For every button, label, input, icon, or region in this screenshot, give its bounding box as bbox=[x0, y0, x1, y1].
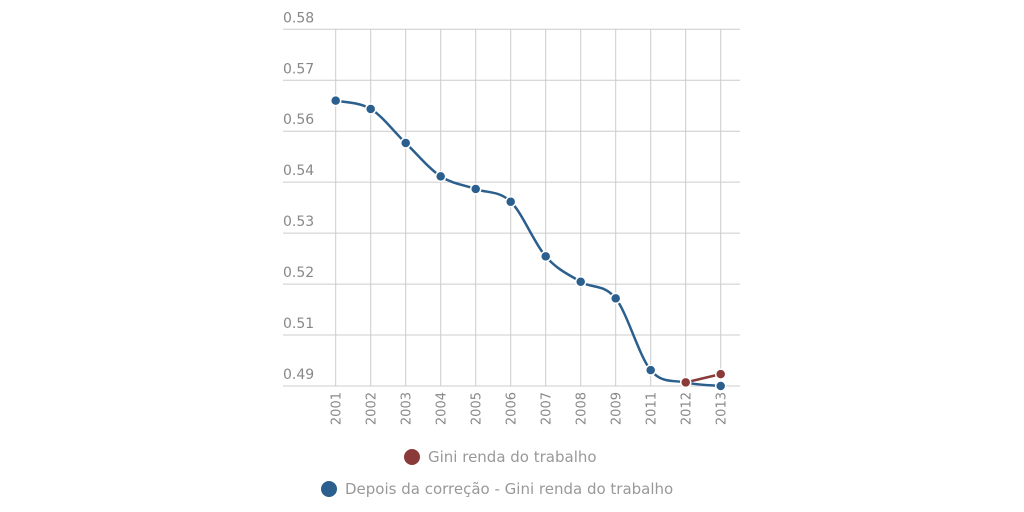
y-tick-label: 0.53 bbox=[283, 214, 314, 230]
data-point bbox=[434, 170, 447, 183]
x-tick-label: 2011 bbox=[645, 392, 660, 425]
data-point bbox=[609, 292, 622, 305]
y-tick-label: 0.56 bbox=[283, 112, 314, 128]
x-tick-label: 2006 bbox=[505, 392, 520, 425]
data-point bbox=[399, 137, 412, 149]
data-point bbox=[679, 376, 692, 389]
data-point bbox=[364, 103, 377, 115]
x-tick-label: 2008 bbox=[575, 392, 590, 425]
legend-marker-blue bbox=[321, 481, 337, 497]
y-tick-label: 0.54 bbox=[283, 163, 314, 179]
data-point bbox=[469, 183, 482, 195]
x-tick-label: 2009 bbox=[610, 392, 625, 425]
x-tick-label: 2003 bbox=[400, 392, 415, 425]
series-line bbox=[335, 99, 721, 388]
legend-label: Depois da correção - Gini renda do traba… bbox=[345, 480, 674, 498]
x-tick-label: 2004 bbox=[435, 392, 450, 425]
data-point bbox=[504, 195, 517, 208]
x-tick-label: 2005 bbox=[470, 392, 485, 425]
y-tick-label: 0.52 bbox=[283, 265, 314, 281]
y-tick-label: 0.57 bbox=[283, 61, 314, 77]
legend-marker-red bbox=[404, 449, 420, 465]
x-tick-label: 2013 bbox=[715, 392, 730, 425]
data-point bbox=[714, 380, 727, 392]
data-point bbox=[574, 276, 587, 288]
data-point bbox=[644, 364, 657, 376]
data-point bbox=[714, 368, 727, 380]
data-point bbox=[329, 94, 342, 107]
data-point bbox=[539, 250, 552, 263]
y-tick-label: 0.49 bbox=[283, 367, 314, 383]
x-tick-label: 2007 bbox=[540, 392, 555, 425]
legend-item-corrected[interactable]: Depois da correção - Gini renda do traba… bbox=[321, 480, 673, 498]
x-tick-label: 2002 bbox=[365, 392, 380, 425]
x-tick-label: 2012 bbox=[680, 392, 695, 425]
y-tick-label: 0.51 bbox=[283, 316, 314, 332]
x-tick-label: 2001 bbox=[330, 392, 345, 425]
y-tick-label: 0.58 bbox=[283, 10, 314, 26]
legend-label: Gini renda do trabalho bbox=[428, 448, 597, 466]
legend-item-gini[interactable]: Gini renda do trabalho bbox=[404, 448, 597, 466]
